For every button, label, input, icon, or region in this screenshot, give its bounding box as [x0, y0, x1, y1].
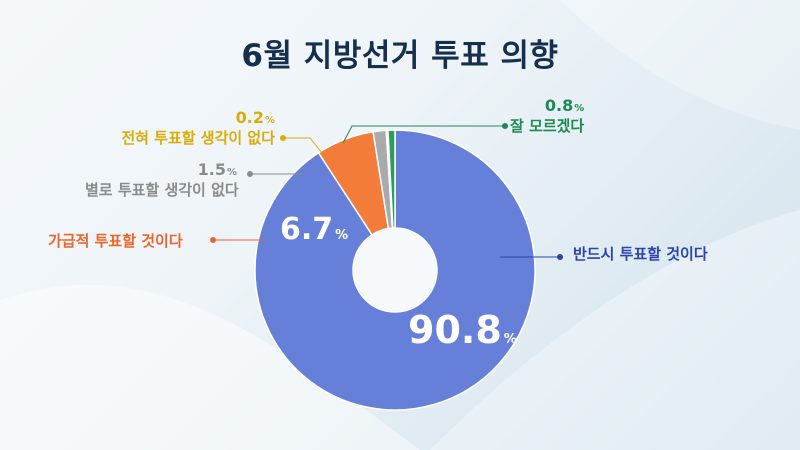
label-never-name: 전혀 투표할 생각이 없다 [121, 129, 275, 147]
slice-dont-know [387, 129, 396, 229]
leader-never-line [283, 137, 323, 154]
label-definitely: 반드시 투표할 것이다 [573, 243, 708, 264]
value-probably: 6.7% [280, 212, 349, 247]
value-definitely: 90.8% [408, 308, 517, 352]
leader-rather-not-dot [247, 171, 253, 177]
slice-definitely [254, 129, 536, 411]
label-probably: 가급적 투표할 것이다 [48, 230, 183, 251]
chart-title: 6월 지방선거 투표 의향 [241, 38, 559, 74]
leader-dont-know-line [342, 125, 505, 144]
label-dont-know-name: 잘 모르겠다 [510, 117, 585, 135]
leader-dont-know-dot [502, 123, 508, 129]
label-rather-not-value: 1.5% [197, 160, 237, 179]
leader-probably-dot [210, 237, 216, 243]
label-rather-not-name: 별로 투표할 생각이 없다 [85, 181, 239, 199]
leader-definitely-dot [557, 254, 563, 260]
label-never: 0.2% 전혀 투표할 생각이 없다 [90, 108, 275, 148]
label-dont-know: 0.8% 잘 모르겠다 [510, 96, 584, 136]
label-definitely-name: 반드시 투표할 것이다 [573, 245, 708, 263]
donut-hole [354, 229, 436, 311]
leader-never-dot [280, 135, 286, 141]
label-rather-not: 1.5% 별로 투표할 생각이 없다 [85, 160, 239, 200]
label-never-value: 0.2% [235, 108, 275, 127]
label-dont-know-value: 0.8% [544, 96, 585, 115]
label-probably-name: 가급적 투표할 것이다 [48, 232, 183, 250]
